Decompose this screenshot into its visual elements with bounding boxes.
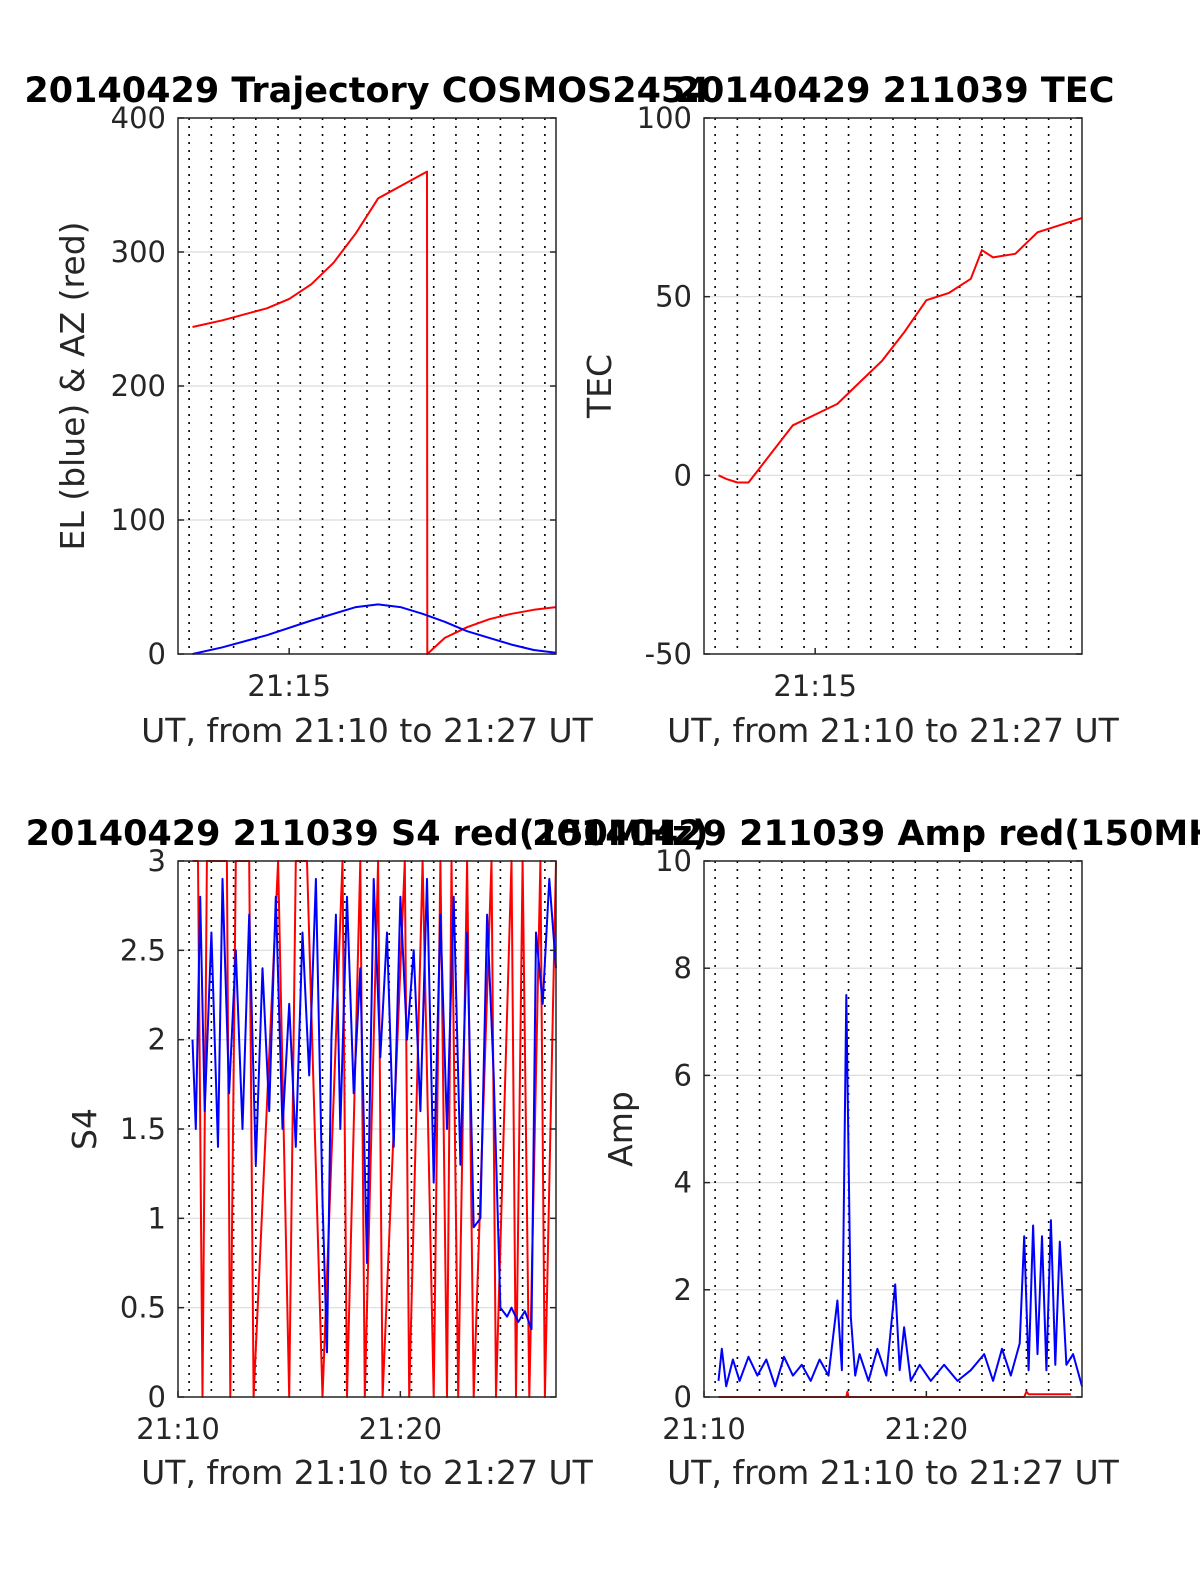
s4-panel: 0 0.5 1 1.5 2 2.5 3 21:10 21:20 20140429 211039 … [26,814,709,1492]
trajectory-ytick-label: 100 [111,503,166,537]
trajectory-series-1 [192,603,557,655]
s4-ytick-label: 3 [148,844,166,878]
amp-ytick-label: 6 [674,1058,692,1092]
amp-title: 20140429 211039 Amp red(150MHz) [532,814,1200,854]
tec-ytick-label: -50 [645,637,692,671]
trajectory-ytick-label: 400 [111,101,166,135]
trajectory-ytick-label: 300 [111,235,166,269]
trajectory-series [192,170,557,655]
tec-ticks: -50 0 50 100 21:15 [637,101,1082,703]
amp-ytick-label: 4 [674,1166,692,1200]
s4-ytick-label: 2 [148,1023,166,1057]
amp-ytick-label: 0 [674,1380,692,1414]
trajectory-ytick-label: 0 [148,637,166,671]
tec-title: 20140429 211039 TEC [676,71,1115,111]
s4-ytick-label: 1.5 [120,1112,166,1146]
trajectory-ticks: 0 100 200 300 400 21:15 [111,101,556,703]
trajectory-ytick-label: 200 [111,369,166,403]
s4-ytick-label: 0.5 [120,1291,166,1325]
amp-xtick-label: 21:10 [662,1412,746,1446]
tec-xtick-label: 21:15 [773,669,857,703]
amp-ytick-label: 10 [655,844,692,878]
s4-series-1 [191,877,557,1354]
trajectory-ylabel: EL (blue) & AZ (red) [53,221,92,550]
tec-ylabel: TEC [580,354,619,419]
amp-ytick-label: 8 [674,951,692,985]
tec-xlabel: UT, from 21:10 to 21:27 UT [667,711,1120,750]
amp-ylabel: Amp [601,1091,640,1167]
amp-xlabel: UT, from 21:10 to 21:27 UT [667,1453,1120,1492]
s4-xtick-label: 21:10 [136,1412,220,1446]
s4-ytick-label: 2.5 [120,933,166,967]
s4-ytick-label: 1 [148,1201,166,1235]
amp-ticks: 0 2 4 6 8 10 21:10 21:20 [655,844,1082,1446]
s4-xlabel: UT, from 21:10 to 21:27 UT [141,1453,594,1492]
tec-series [718,217,1083,484]
tec-series-0 [718,217,1083,484]
amp-axes-box [703,860,1083,1398]
amp-grid [704,860,1082,1398]
amp-ytick-label: 2 [674,1273,692,1307]
s4-ytick-label: 0 [148,1380,166,1414]
tec-ytick-label: 0 [674,458,692,492]
tec-ytick-label: 50 [655,280,692,314]
s4-ticks: 0 0.5 1 1.5 2 2.5 3 21:10 21:20 [120,844,556,1446]
tec-ytick-label: 100 [637,101,692,135]
trajectory-grid [178,117,556,655]
trajectory-panel: 0 100 200 300 400 21:15 20140429 Trajectory C… [24,71,709,750]
trajectory-xtick-label: 21:15 [247,669,331,703]
trajectory-xlabel: UT, from 21:10 to 21:27 UT [141,711,594,750]
tec-panel: -50 0 50 100 21:15 20140429 211039 TEC UT, f… [580,71,1120,750]
s4-title: 20140429 211039 S4 red(150MHz) [26,814,709,854]
amp-panel: 0 2 4 6 8 10 21:10 21:20 20140429 211039 Amp re… [532,814,1200,1492]
s4-xtick-label: 21:20 [359,1412,443,1446]
amp-xtick-label: 21:20 [885,1412,969,1446]
tec-axes-box [703,117,1083,655]
trajectory-title: 20140429 Trajectory COSMOS2454 [24,71,709,111]
s4-ylabel: S4 [65,1108,104,1150]
amp-series-1 [717,994,1083,1388]
trajectory-series-0 [192,170,557,655]
